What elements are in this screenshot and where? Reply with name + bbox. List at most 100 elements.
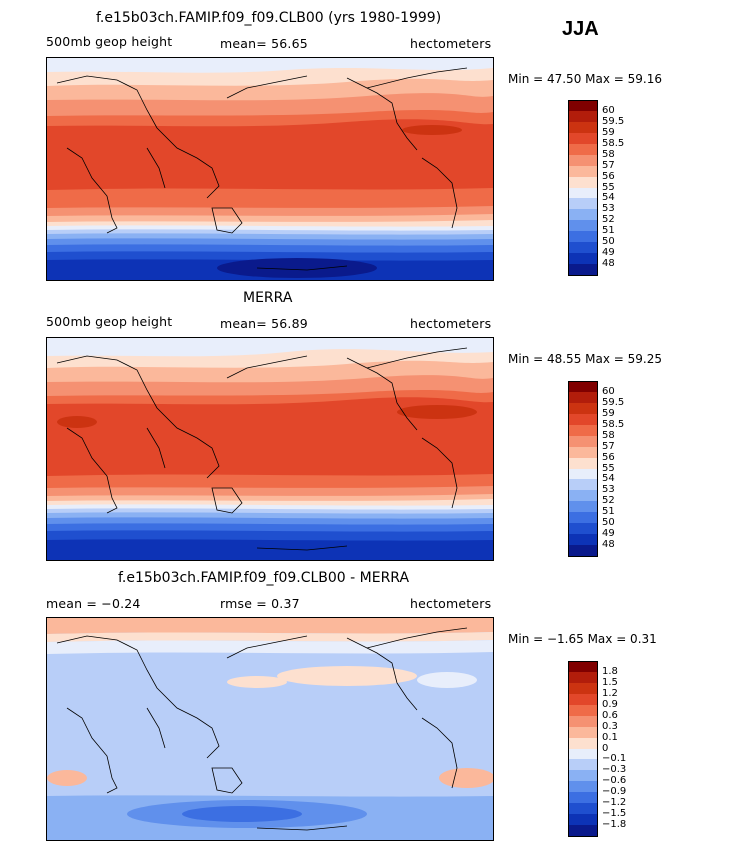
panel-2-units: hectometers [410, 316, 492, 331]
panel-1-colorbar: 60 59.5 59 58.5 58 57 56 55 54 53 52 51 50 49 48 [568, 100, 624, 276]
panel-1-contour-field [47, 58, 493, 280]
colorbar-swatch [568, 534, 598, 546]
colorbar-swatch [568, 545, 598, 557]
colorbar-swatch [568, 121, 598, 134]
colorbar-swatch [568, 100, 598, 112]
panel-3-map [46, 617, 494, 841]
colorbar-label: 51 [602, 506, 615, 518]
colorbar-swatch [568, 490, 598, 502]
panel-2-coastlines [56, 347, 468, 551]
colorbar-swatch [568, 220, 598, 232]
colorbar-swatch [568, 231, 598, 243]
colorbar-swatch [568, 814, 598, 826]
panel-3-units: hectometers [410, 596, 492, 611]
colorbar-swatch [568, 402, 598, 415]
colorbar-label: 50 [602, 517, 615, 529]
panel-3-minmax: Min = −1.65 Max = 0.31 [508, 632, 657, 646]
panel-3-rmse: rmse = 0.37 [220, 596, 300, 611]
colorbar-swatch [568, 110, 598, 123]
colorbar-label: 56 [602, 170, 615, 182]
season-label: JJA [562, 18, 599, 40]
colorbar-swatch [568, 209, 598, 221]
colorbar-swatch [568, 391, 598, 404]
colorbar-swatch [568, 770, 598, 782]
colorbar-swatch [568, 381, 598, 393]
colorbar-swatch [568, 704, 598, 717]
colorbar-label: 53 [602, 484, 615, 496]
colorbar-label: 55 [602, 181, 615, 193]
panel-1-minmax: Min = 47.50 Max = 59.16 [508, 72, 662, 86]
panel-3-title: f.e15b03ch.FAMIP.f09_f09.CLB00 - MERRA [118, 570, 410, 586]
panel-1-coastlines [56, 67, 468, 271]
panel-2-map [46, 337, 494, 561]
colorbar-swatch [568, 468, 598, 480]
colorbar-swatch [568, 523, 598, 535]
panel-2-mean: mean= 56.89 [220, 316, 308, 331]
panel-1-field-label: 500mb geop height [46, 34, 173, 49]
colorbar-label: −1.5 [602, 808, 627, 820]
colorbar-swatch [568, 682, 598, 695]
colorbar-label: 49 [602, 528, 615, 540]
colorbar-label: −0.9 [602, 786, 627, 798]
colorbar-label: 57 [602, 159, 615, 171]
colorbar-swatch [568, 457, 598, 469]
colorbar-label: 48 [602, 258, 615, 270]
colorbar-swatch [568, 154, 598, 167]
panel-2-minmax: Min = 48.55 Max = 59.25 [508, 352, 662, 366]
colorbar-label: 58 [602, 429, 615, 441]
colorbar-label: 59.5 [602, 115, 625, 127]
colorbar-label: 59 [602, 126, 615, 138]
colorbar-label: 1.5 [602, 676, 618, 688]
colorbar-label: 1.2 [602, 687, 618, 699]
panel-1-mean: mean= 56.65 [220, 36, 308, 51]
colorbar-swatch [568, 198, 598, 210]
colorbar-swatch [568, 748, 598, 760]
panel-3-colorbar: 1.8 1.5 1.2 0.9 0.6 0.3 0.1 0 −0.1 −0.3 −0.6 −0.9 −1… [568, 661, 626, 837]
panel-2-contour-field [47, 338, 493, 560]
colorbar-swatch [568, 446, 598, 459]
colorbar-swatch [568, 501, 598, 513]
colorbar-swatch [568, 792, 598, 804]
colorbar-swatch [568, 737, 598, 749]
colorbar-swatch [568, 803, 598, 815]
colorbar-swatch [568, 413, 598, 426]
colorbar-swatch [568, 435, 598, 448]
colorbar-label: 57 [602, 440, 615, 452]
colorbar-label: 58.5 [602, 137, 625, 149]
colorbar-swatch [568, 424, 598, 437]
panel-2-colorbar: 60 59.5 59 58.5 58 57 56 55 54 53 52 51 50 49 48 [568, 381, 624, 557]
colorbar-label: 52 [602, 495, 615, 507]
colorbar-swatch [568, 512, 598, 524]
colorbar-swatch [568, 693, 598, 706]
colorbar-label: 0.6 [602, 709, 618, 721]
colorbar-label: 53 [602, 203, 615, 215]
colorbar-label: −0.1 [602, 753, 627, 765]
colorbar-label: 51 [602, 225, 615, 237]
colorbar-swatch [568, 264, 598, 276]
panel-3-coastlines [56, 627, 468, 831]
colorbar-label: 48 [602, 539, 615, 551]
colorbar-swatch [568, 165, 598, 178]
panel-1-units: hectometers [410, 36, 492, 51]
panel-1-map [46, 57, 494, 281]
colorbar-swatch [568, 132, 598, 145]
colorbar-label: 50 [602, 236, 615, 248]
colorbar-swatch [568, 242, 598, 254]
colorbar-swatch [568, 825, 598, 837]
colorbar-label: 60 [602, 104, 615, 116]
colorbar-swatch [568, 176, 598, 188]
colorbar-label: 0 [602, 742, 609, 754]
colorbar-label: 49 [602, 247, 615, 259]
colorbar-label: 1.8 [602, 665, 618, 677]
colorbar-swatch [568, 143, 598, 156]
colorbar-label: 58 [602, 148, 615, 160]
colorbar-label: 56 [602, 451, 615, 463]
colorbar-swatch [568, 479, 598, 491]
colorbar-label: 54 [602, 192, 615, 204]
colorbar-label: −1.8 [602, 819, 627, 831]
colorbar-swatch [568, 661, 598, 673]
panel-1-title: f.e15b03ch.FAMIP.f09_f09.CLB00 (yrs 1980… [96, 10, 442, 26]
panel-2-title: MERRA [243, 290, 293, 306]
colorbar-label: 59 [602, 407, 615, 419]
colorbar-swatch [568, 671, 598, 684]
